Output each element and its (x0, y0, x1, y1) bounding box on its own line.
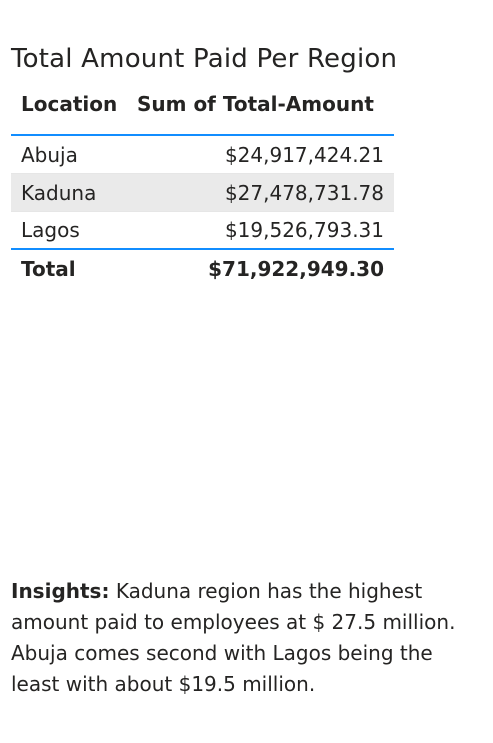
table-row[interactable]: Abuja $24,917,424.21 (11, 136, 394, 174)
insights-lead: Insights: (11, 579, 110, 603)
table-row[interactable]: Kaduna $27,478,731.78 (11, 174, 394, 212)
table-total-row: Total $71,922,949.30 (11, 250, 394, 288)
total-amount: $71,922,949.30 (208, 257, 384, 281)
region-amount-table[interactable]: Location Sum of Total-Amount Abuja $24,9… (11, 88, 394, 288)
cell-amount: $19,526,793.31 (224, 218, 384, 242)
insights-textbox: Insights: Kaduna region has the highest … (11, 576, 483, 700)
cell-location: Kaduna (21, 180, 97, 205)
cell-amount: $27,478,731.78 (224, 180, 384, 205)
insights-text: Kaduna region has the highest amount pai… (11, 579, 456, 696)
column-header-location[interactable]: Location (21, 92, 118, 116)
cell-amount: $24,917,424.21 (224, 142, 384, 167)
cell-location: Lagos (21, 218, 80, 242)
total-label: Total (21, 257, 76, 281)
cell-location: Abuja (21, 142, 78, 167)
table-header-row: Location Sum of Total-Amount (11, 88, 394, 136)
table-row[interactable]: Lagos $19,526,793.31 (11, 212, 394, 250)
visual-title: Total Amount Paid Per Region (11, 44, 398, 74)
column-header-amount[interactable]: Sum of Total-Amount (137, 92, 374, 116)
